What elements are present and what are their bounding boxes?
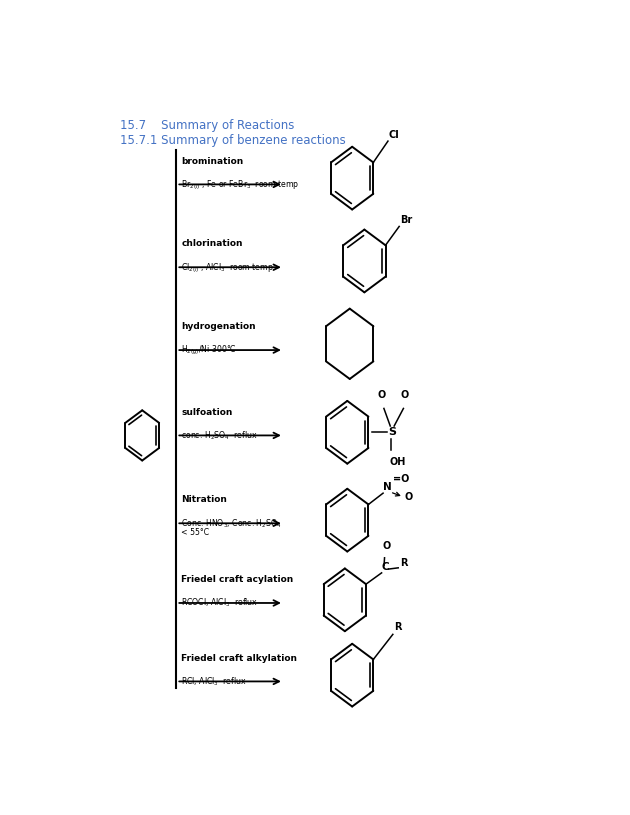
Text: O: O bbox=[382, 541, 391, 551]
Text: R: R bbox=[400, 557, 408, 568]
Text: C: C bbox=[381, 562, 389, 571]
Text: O: O bbox=[404, 492, 413, 502]
Text: < 55°C: < 55°C bbox=[181, 528, 209, 537]
Text: N: N bbox=[383, 482, 392, 492]
Text: RCl, AlCl$_3$  reflux: RCl, AlCl$_3$ reflux bbox=[181, 675, 247, 688]
Text: Friedel craft acylation: Friedel craft acylation bbox=[181, 575, 294, 584]
Text: 15.7    Summary of Reactions: 15.7 Summary of Reactions bbox=[120, 118, 295, 131]
Text: 15.7.1 Summary of benzene reactions: 15.7.1 Summary of benzene reactions bbox=[120, 134, 346, 148]
Text: RCOCl, AlCl$_3$  reflux: RCOCl, AlCl$_3$ reflux bbox=[181, 597, 258, 609]
Text: Cl$_{2(l)}$ , AlCl$_3$  room temp: Cl$_{2(l)}$ , AlCl$_3$ room temp bbox=[181, 261, 274, 275]
Text: Cl: Cl bbox=[389, 130, 399, 140]
Text: OH: OH bbox=[390, 457, 406, 467]
Text: Nitration: Nitration bbox=[181, 496, 227, 504]
Text: S: S bbox=[388, 427, 396, 438]
Text: H$_{2(g)}$/Ni 300°C: H$_{2(g)}$/Ni 300°C bbox=[181, 344, 238, 357]
Text: R: R bbox=[394, 623, 402, 632]
Text: Friedel craft alkylation: Friedel craft alkylation bbox=[181, 654, 297, 663]
Text: Br$_{2(l)}$ , Fe or FeBr$_3$  room temp: Br$_{2(l)}$ , Fe or FeBr$_3$ room temp bbox=[181, 178, 300, 192]
Text: Br: Br bbox=[400, 215, 413, 225]
Text: Conc. HNO$_3$, Conc. H$_2$SO$_4$: Conc. HNO$_3$, Conc. H$_2$SO$_4$ bbox=[181, 517, 282, 530]
Text: conc. H$_2$SO$_4$  reflux: conc. H$_2$SO$_4$ reflux bbox=[181, 430, 258, 442]
Text: chlorination: chlorination bbox=[181, 240, 243, 249]
Text: O: O bbox=[378, 390, 386, 399]
Text: bromination: bromination bbox=[181, 156, 244, 165]
Text: sulfoation: sulfoation bbox=[181, 408, 232, 416]
Text: hydrogenation: hydrogenation bbox=[181, 322, 256, 331]
Text: =O: =O bbox=[393, 474, 410, 484]
Text: O: O bbox=[400, 390, 408, 399]
